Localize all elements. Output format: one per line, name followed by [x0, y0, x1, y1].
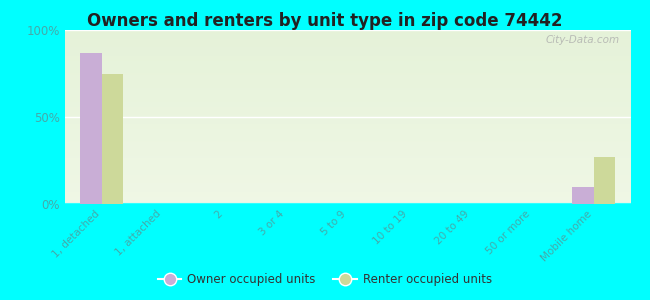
Bar	[81, 52, 102, 204]
Text: City-Data.com: City-Data.com	[545, 35, 619, 45]
Bar	[102, 74, 124, 204]
Legend: Owner occupied units, Renter occupied units: Owner occupied units, Renter occupied un…	[153, 269, 497, 291]
Bar	[572, 187, 593, 204]
Text: Owners and renters by unit type in zip code 74442: Owners and renters by unit type in zip c…	[87, 12, 563, 30]
Bar	[593, 157, 615, 204]
